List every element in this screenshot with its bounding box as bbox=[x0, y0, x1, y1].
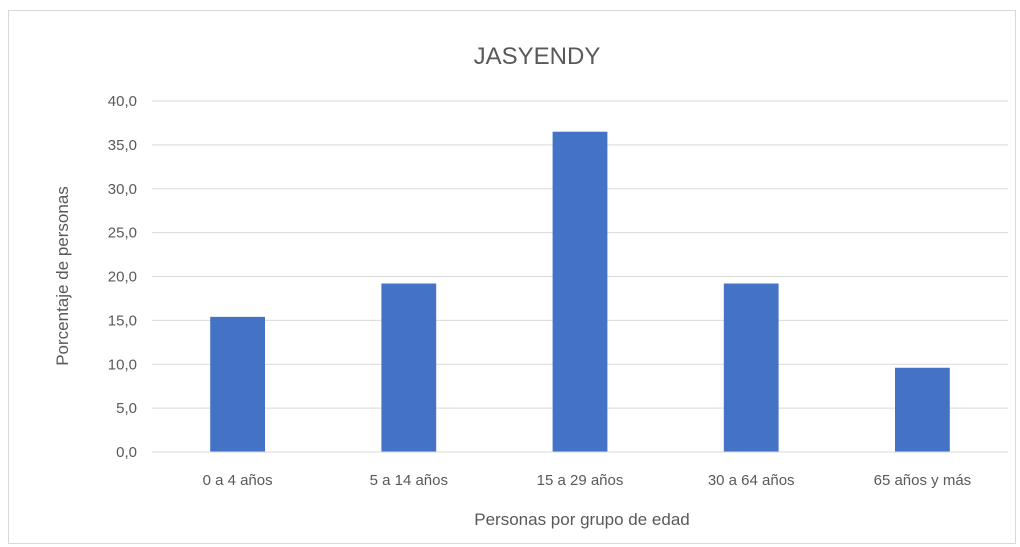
x-axis-ticks: 0 a 4 años 5 a 14 años 15 a 29 años 30 a 64… bbox=[203, 472, 972, 489]
x-tick-label: 30 a 64 años bbox=[708, 472, 795, 489]
x-tick-label: 65 años y más bbox=[874, 472, 972, 489]
y-tick-label: 5,0 bbox=[116, 400, 137, 417]
y-tick-label: 35,0 bbox=[108, 137, 137, 154]
chart-title: JASYENDY bbox=[474, 43, 601, 70]
bars bbox=[210, 131, 950, 452]
bar bbox=[552, 131, 608, 452]
bar bbox=[210, 316, 265, 452]
bar bbox=[381, 283, 437, 452]
bar bbox=[895, 367, 950, 452]
y-tick-label: 15,0 bbox=[108, 312, 137, 329]
bar bbox=[723, 283, 779, 452]
x-tick-label: 0 a 4 años bbox=[203, 472, 273, 489]
y-tick-label: 25,0 bbox=[108, 225, 137, 242]
x-tick-label: 5 a 14 años bbox=[370, 472, 448, 489]
y-axis-title: Porcentaje de personas bbox=[53, 186, 72, 366]
y-axis-ticks: 0,0 5,0 10,0 15,0 20,0 25,0 30,0 35,0 40,0 bbox=[108, 93, 137, 461]
y-tick-label: 40,0 bbox=[108, 93, 137, 110]
y-tick-label: 20,0 bbox=[108, 269, 137, 286]
y-tick-label: 10,0 bbox=[108, 356, 137, 373]
y-tick-label: 0,0 bbox=[116, 444, 137, 461]
y-tick-label: 30,0 bbox=[108, 181, 137, 198]
x-tick-label: 15 a 29 años bbox=[537, 472, 624, 489]
x-axis-title: Personas por grupo de edad bbox=[474, 510, 690, 529]
